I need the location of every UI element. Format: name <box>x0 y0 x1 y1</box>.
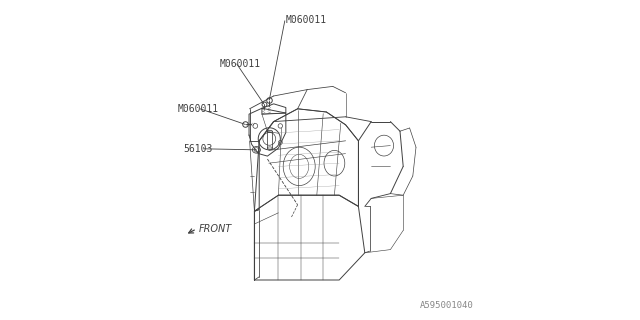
Text: M060011: M060011 <box>219 59 260 69</box>
Text: M060011: M060011 <box>285 15 327 25</box>
Text: A595001040: A595001040 <box>420 301 474 310</box>
Text: M060011: M060011 <box>178 104 219 114</box>
Text: FRONT: FRONT <box>198 224 232 234</box>
Text: 56103: 56103 <box>184 144 212 154</box>
